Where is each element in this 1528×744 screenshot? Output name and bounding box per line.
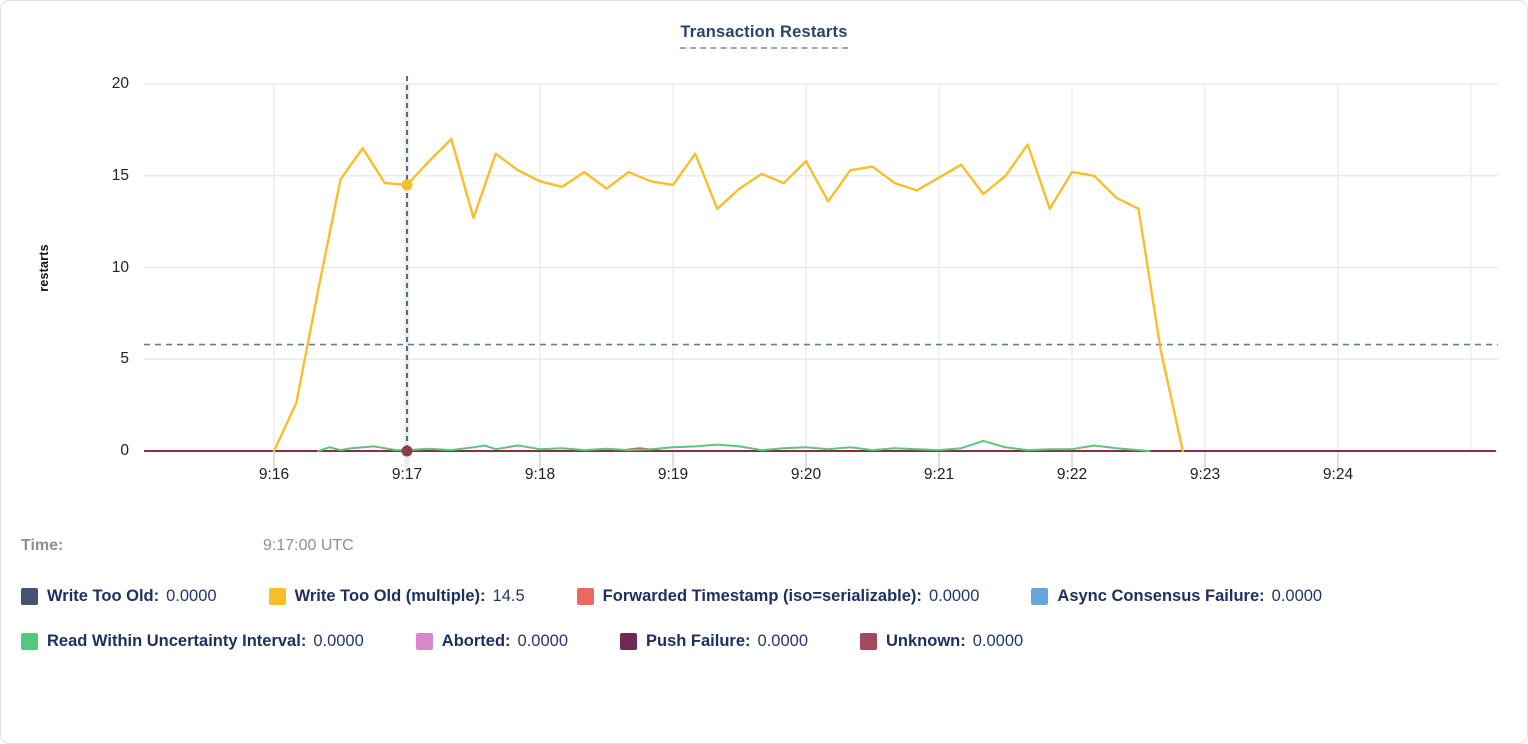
legend-value: 0.0000 bbox=[928, 586, 980, 605]
x-tick-label: 9:20 bbox=[790, 466, 822, 483]
chart-canvas bbox=[144, 76, 1498, 472]
y-tick-label: 20 bbox=[111, 75, 129, 92]
legend-label: Async Consensus Failure: bbox=[1057, 586, 1265, 605]
legend-item: Push Failure: 0.0000 bbox=[620, 630, 808, 652]
x-tick-label: 9:24 bbox=[1322, 466, 1354, 483]
legend-item: Aborted: 0.0000 bbox=[415, 630, 568, 652]
legend-value: 0.0000 bbox=[166, 586, 217, 605]
legend-swatch bbox=[268, 587, 286, 605]
legend-value: 0.0000 bbox=[757, 631, 808, 650]
legend-swatch bbox=[620, 632, 637, 650]
x-tick-label: 9:23 bbox=[1189, 466, 1221, 483]
legend: Write Too Old: 0.0000 Write Too Old (multi… bbox=[21, 585, 1513, 652]
y-tick-label: 0 bbox=[120, 442, 129, 459]
legend-swatch bbox=[21, 587, 38, 605]
legend-label: Aborted: bbox=[441, 631, 511, 650]
hover-dot-write-too-old-multiple bbox=[401, 179, 413, 191]
legend-value: 0.0000 bbox=[1271, 586, 1323, 605]
legend-swatch bbox=[860, 632, 877, 650]
legend-label: Push Failure: bbox=[646, 631, 751, 650]
x-tick-label: 9:19 bbox=[657, 466, 689, 483]
chart-header: Transaction Restarts bbox=[1, 23, 1527, 49]
legend-swatch bbox=[576, 587, 594, 605]
chart-title[interactable]: Transaction Restarts bbox=[680, 23, 848, 49]
legend-label: Write Too Old: bbox=[47, 586, 160, 605]
y-tick-label: 5 bbox=[120, 350, 129, 368]
legend-item: Async Consensus Failure: 0.0000 bbox=[1031, 585, 1322, 607]
legend-item: Write Too Old (multiple): 14.5 bbox=[268, 585, 525, 607]
x-tick-label: 9:18 bbox=[524, 466, 556, 483]
x-tick-label: 9:16 bbox=[258, 466, 290, 483]
legend-item: Write Too Old: 0.0000 bbox=[21, 585, 217, 607]
time-value: 9:17:00 UTC bbox=[263, 537, 354, 554]
legend-value: 0.0000 bbox=[972, 631, 1024, 650]
legend-label: Unknown: bbox=[886, 631, 966, 650]
hover-dot-unknown bbox=[401, 445, 413, 457]
legend-label: Read Within Uncertainty Interval: bbox=[47, 631, 307, 650]
legend-swatch bbox=[21, 632, 38, 650]
x-tick-label: 9:17 bbox=[391, 466, 423, 483]
y-tick-label: 15 bbox=[111, 166, 129, 184]
series-line-write-too-old-multiple bbox=[272, 137, 1185, 453]
legend-label: Forwarded Timestamp (iso=serializable): bbox=[602, 586, 922, 605]
legend-value: 0.0000 bbox=[313, 631, 364, 650]
legend-swatch bbox=[415, 632, 433, 650]
legend-swatch bbox=[1031, 587, 1049, 605]
legend-item: Unknown: 0.0000 bbox=[860, 630, 1023, 652]
series-line-read-within-uncertainty-interval bbox=[317, 439, 1151, 452]
legend-item: Forwarded Timestamp (iso=serializable): 0… bbox=[576, 585, 980, 607]
y-tick-label: 10 bbox=[111, 258, 129, 276]
legend-value: 14.5 bbox=[492, 586, 525, 605]
legend-label: Write Too Old (multiple): bbox=[294, 586, 486, 605]
legend-item: Read Within Uncertainty Interval: 0.0000 bbox=[21, 630, 364, 652]
time-label: Time: bbox=[21, 537, 64, 554]
hover-time-readout: Time: 9:17:00 UTC bbox=[21, 537, 354, 555]
legend-value: 0.0000 bbox=[517, 631, 568, 650]
x-tick-label: 9:21 bbox=[923, 466, 955, 483]
plot-area[interactable]: 0 5 10 15 20 9:16 9:17 9:18 9:19 9:20 9:21 9:22 9:23… bbox=[1, 1, 1527, 521]
x-tick-label: 9:22 bbox=[1056, 466, 1088, 483]
y-axis-title: restarts bbox=[37, 244, 51, 292]
